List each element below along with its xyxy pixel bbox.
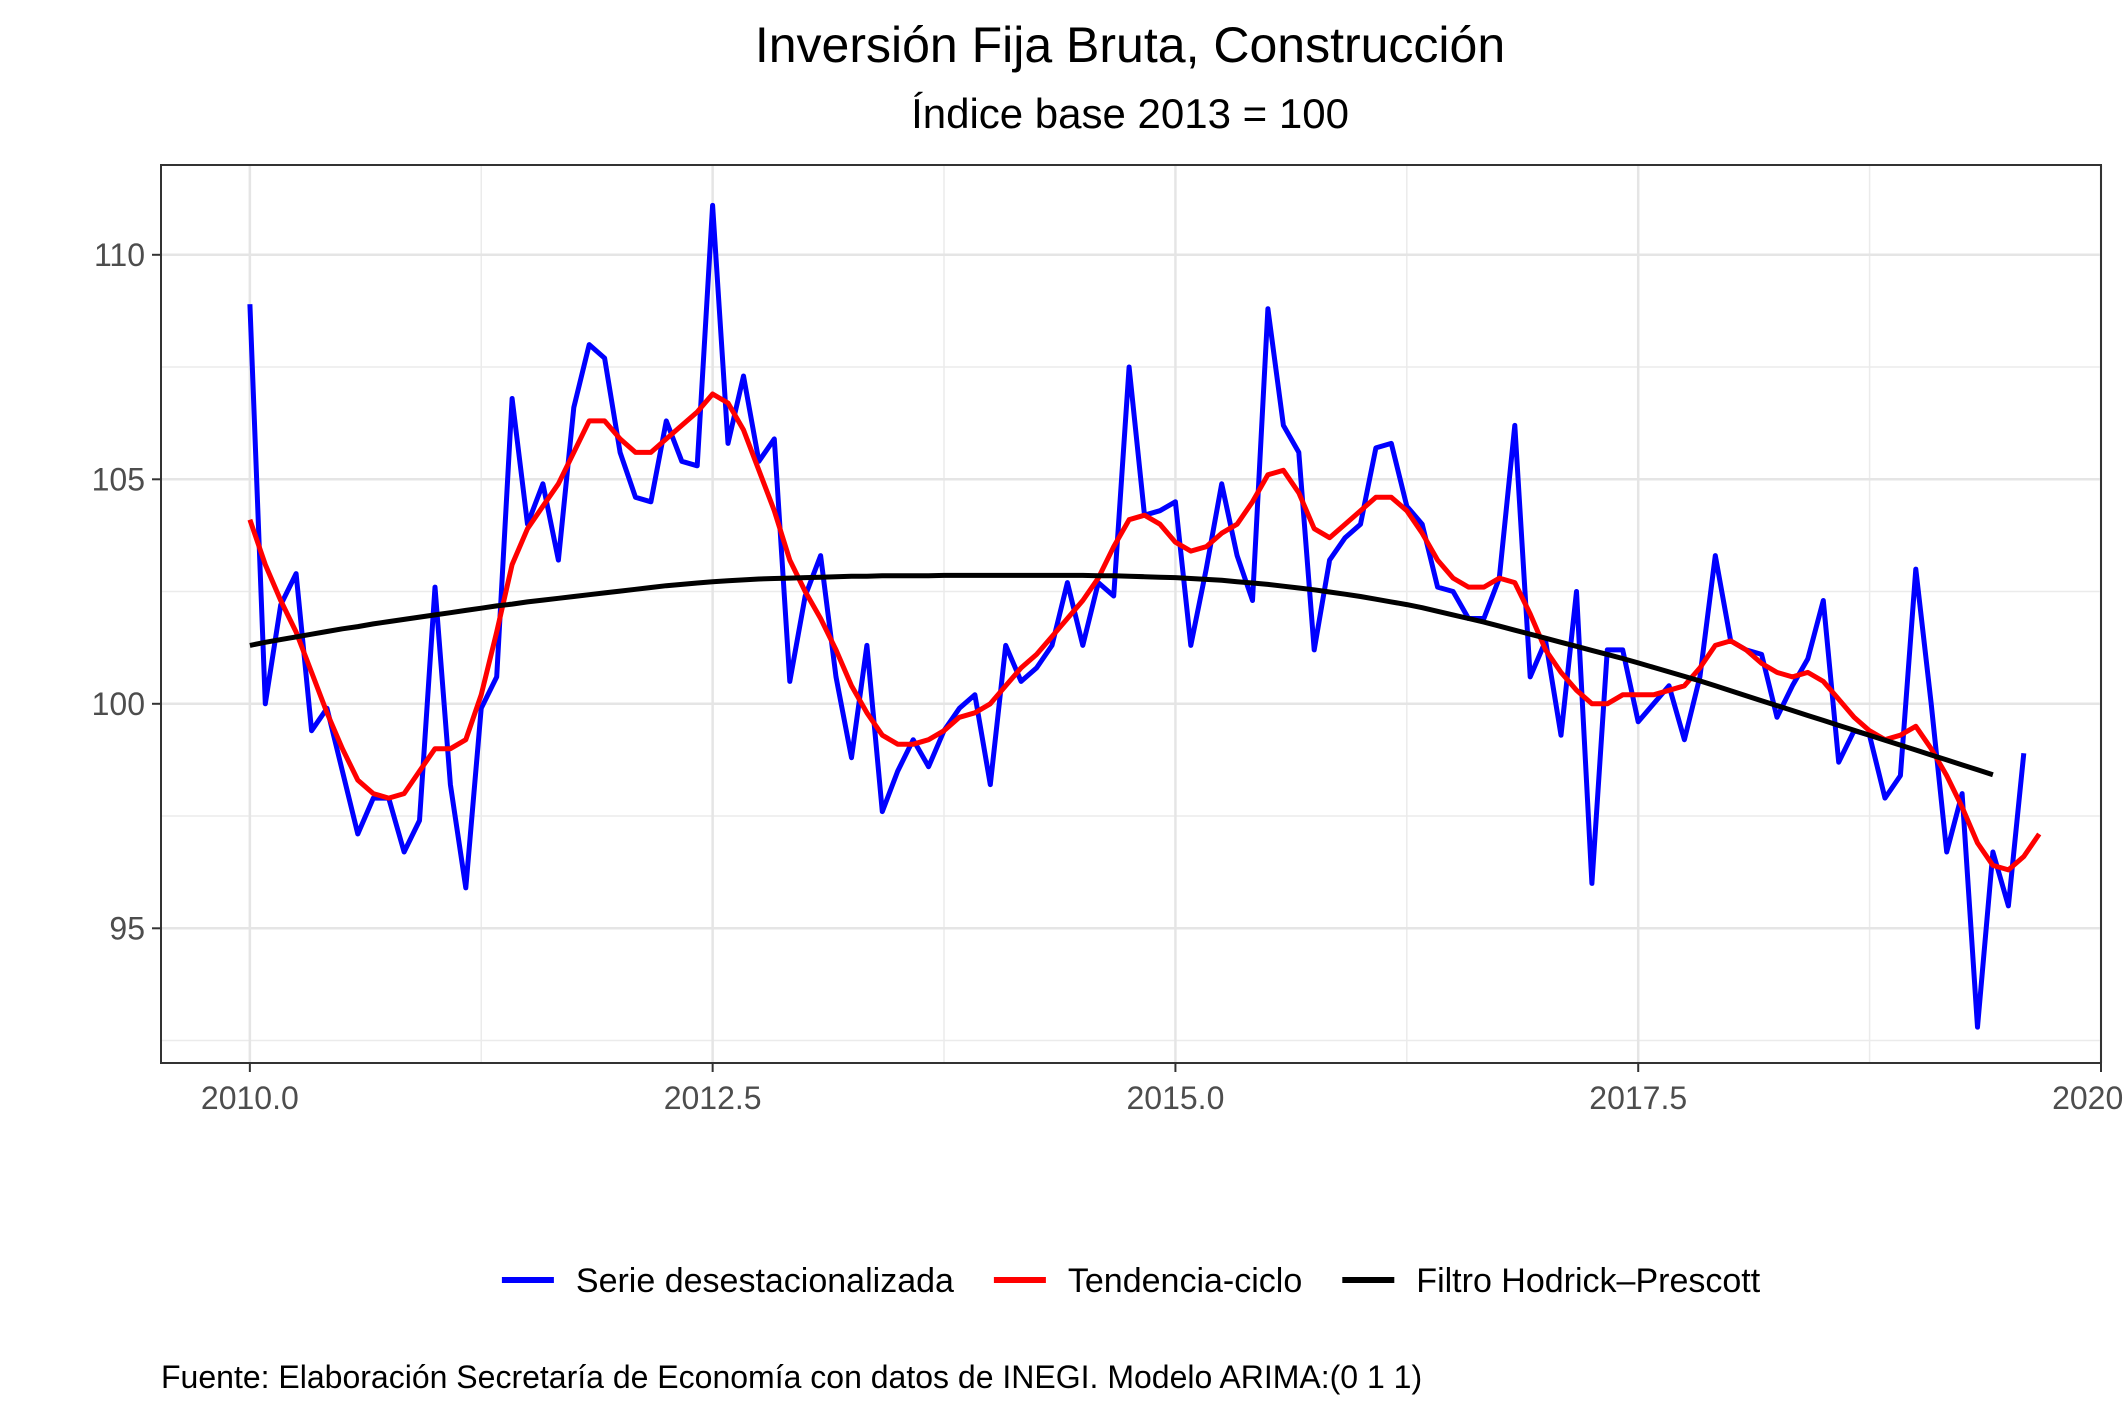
- x-tick-label: 2015.0: [1126, 1080, 1224, 1116]
- panel-border: [160, 164, 2102, 1064]
- series-line-1: [247, 391, 2042, 873]
- series-line-2: [249, 572, 1994, 778]
- legend-item-0: Serie desestacionalizada: [501, 1262, 954, 1300]
- x-tick-label: 2012.5: [664, 1080, 762, 1116]
- panel-background: [161, 165, 2101, 1063]
- x-axis: 2010.0 2012.5 2015.0 2017.5 2020.0: [201, 1063, 2125, 1116]
- series-lines: [247, 202, 2042, 1030]
- legend-item-1: Tendencia-ciclo: [993, 1262, 1302, 1300]
- x-tick-label: 2020.0: [2052, 1080, 2125, 1116]
- plot-panel: [160, 164, 2103, 1064]
- grid-minor: [161, 165, 2101, 1063]
- y-axis: 95 100 105 110: [92, 237, 161, 946]
- y-tick-label: 100: [92, 686, 145, 722]
- legend-label-2: Filtro Hodrick–Prescott: [1416, 1262, 1760, 1300]
- y-tick-label: 105: [92, 461, 145, 497]
- y-tick-label: 95: [109, 910, 145, 946]
- chart-caption: Fuente: Elaboración Secretaría de Econom…: [161, 1359, 1422, 1395]
- series-line-0: [247, 202, 2027, 1030]
- x-tick-label: 2017.5: [1589, 1080, 1687, 1116]
- chart-title: Inversión Fija Bruta, Construcción: [755, 17, 1505, 73]
- y-tick-label: 110: [94, 237, 145, 273]
- chart-subtitle: Índice base 2013 = 100: [911, 90, 1349, 137]
- x-tick-label: 2010.0: [201, 1080, 299, 1116]
- legend: Serie desestacionalizada Tendencia-ciclo F…: [501, 1262, 1761, 1300]
- legend-label-0: Serie desestacionalizada: [576, 1262, 954, 1300]
- legend-label-1: Tendencia-ciclo: [1068, 1262, 1302, 1300]
- legend-item-2: Filtro Hodrick–Prescott: [1342, 1262, 1761, 1300]
